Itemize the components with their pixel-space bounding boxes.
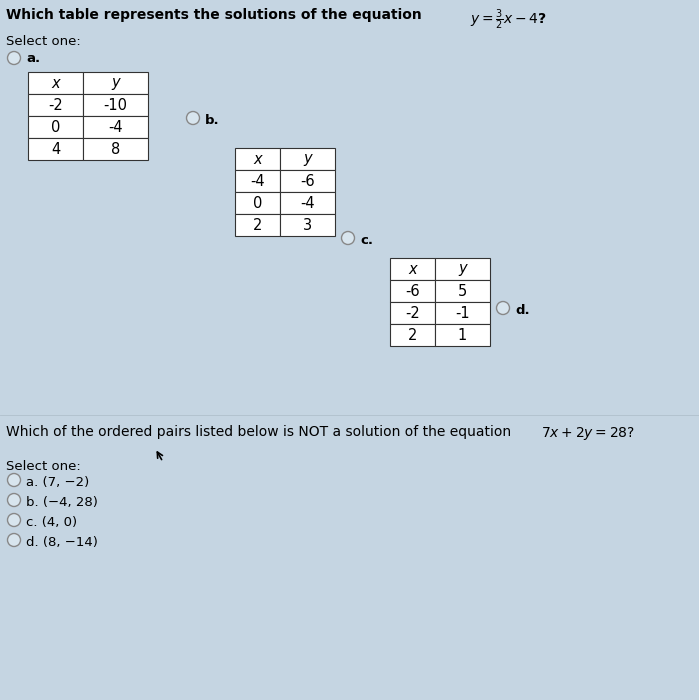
Circle shape: [342, 232, 354, 244]
Bar: [235, 148, 280, 170]
Circle shape: [8, 514, 20, 526]
Bar: [390, 324, 435, 346]
Text: -1: -1: [455, 305, 470, 321]
Text: a.: a.: [26, 52, 40, 65]
Text: $y = \frac{3}{2}x - 4$?: $y = \frac{3}{2}x - 4$?: [470, 8, 547, 32]
Bar: [390, 280, 435, 302]
Text: y: y: [458, 262, 467, 276]
Text: -4: -4: [108, 120, 123, 134]
Text: c.: c.: [360, 234, 373, 247]
Text: 0: 0: [253, 195, 262, 211]
Bar: [28, 138, 83, 160]
Text: Which table represents the solutions of the equation: Which table represents the solutions of …: [6, 8, 426, 22]
Bar: [83, 94, 148, 116]
Text: 2: 2: [408, 328, 417, 342]
Text: 1: 1: [458, 328, 467, 342]
Text: a. (7, −2): a. (7, −2): [26, 476, 89, 489]
Bar: [83, 138, 148, 160]
Bar: [28, 94, 83, 116]
Text: y: y: [303, 151, 312, 167]
Text: $7x + 2y = 28$?: $7x + 2y = 28$?: [541, 425, 635, 442]
Text: b.: b.: [205, 114, 219, 127]
Bar: [235, 214, 280, 236]
Text: b. (−4, 28): b. (−4, 28): [26, 496, 98, 509]
Text: -6: -6: [405, 284, 420, 298]
Text: -10: -10: [103, 97, 127, 113]
Text: 0: 0: [51, 120, 60, 134]
Circle shape: [8, 533, 20, 547]
Text: d. (8, −14): d. (8, −14): [26, 536, 98, 549]
Text: Select one:: Select one:: [6, 460, 81, 473]
Circle shape: [8, 473, 20, 486]
Bar: [28, 116, 83, 138]
Bar: [280, 214, 335, 236]
Bar: [280, 192, 335, 214]
Text: 5: 5: [458, 284, 467, 298]
Bar: [28, 72, 83, 94]
Text: 8: 8: [111, 141, 120, 157]
Text: y: y: [111, 76, 120, 90]
Bar: [280, 170, 335, 192]
Text: d.: d.: [515, 304, 530, 317]
Bar: [435, 324, 490, 346]
Circle shape: [496, 302, 510, 314]
Text: -4: -4: [250, 174, 265, 188]
Bar: [435, 280, 490, 302]
Text: Select one:: Select one:: [6, 35, 81, 48]
Bar: [83, 72, 148, 94]
Circle shape: [187, 111, 199, 125]
Text: x: x: [253, 151, 262, 167]
Bar: [83, 116, 148, 138]
Bar: [435, 258, 490, 280]
Text: Which of the ordered pairs listed below is NOT a solution of the equation: Which of the ordered pairs listed below …: [6, 425, 515, 439]
Text: 2: 2: [253, 218, 262, 232]
Text: x: x: [408, 262, 417, 276]
Text: 4: 4: [51, 141, 60, 157]
Text: 3: 3: [303, 218, 312, 232]
Text: -6: -6: [300, 174, 315, 188]
Text: -2: -2: [405, 305, 420, 321]
Text: x: x: [51, 76, 60, 90]
Bar: [390, 302, 435, 324]
Bar: [235, 192, 280, 214]
Text: c. (4, 0): c. (4, 0): [26, 516, 77, 529]
Text: -2: -2: [48, 97, 63, 113]
Bar: [280, 148, 335, 170]
Text: -4: -4: [300, 195, 315, 211]
Bar: [390, 258, 435, 280]
Circle shape: [8, 52, 20, 64]
Bar: [435, 302, 490, 324]
Bar: [235, 170, 280, 192]
Circle shape: [8, 494, 20, 507]
